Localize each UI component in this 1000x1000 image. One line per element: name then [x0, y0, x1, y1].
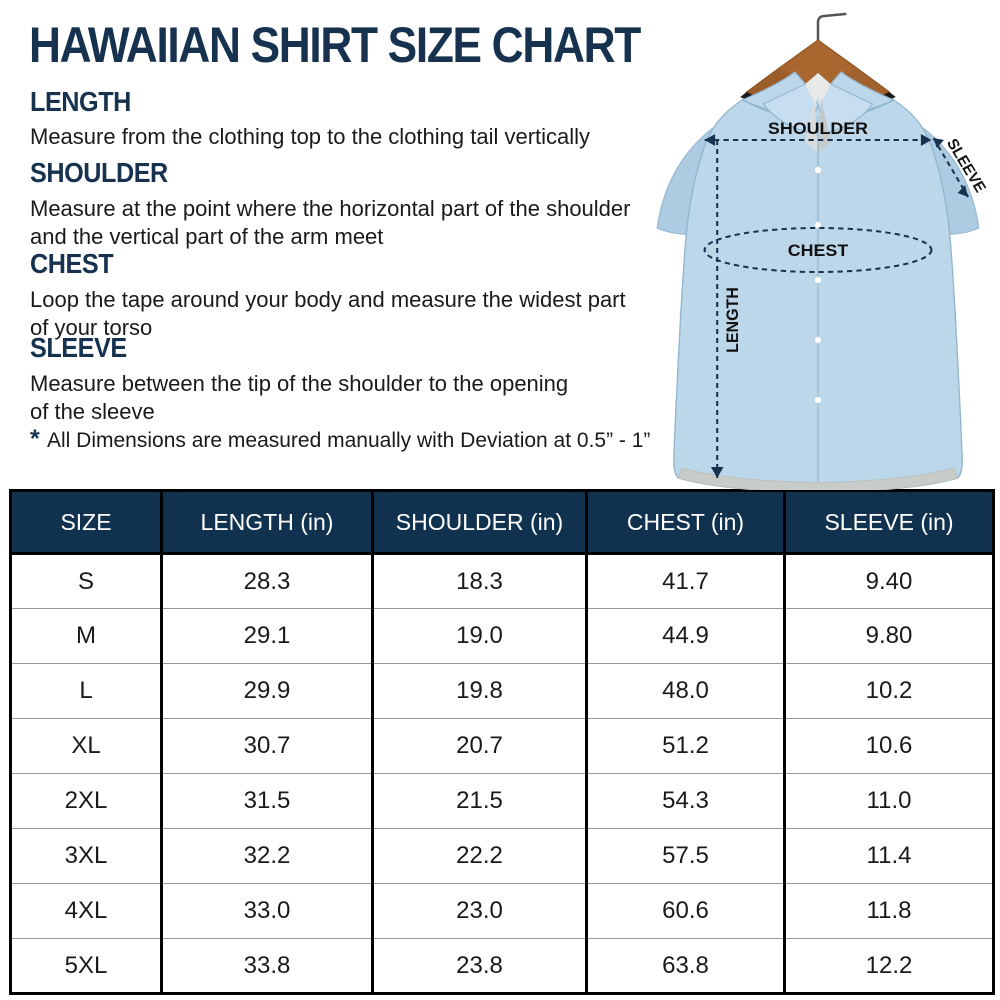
- svg-text:SHOULDER: SHOULDER: [768, 118, 869, 138]
- svg-text:CHEST: CHEST: [788, 240, 849, 260]
- svg-text:LENGTH: LENGTH: [724, 287, 742, 353]
